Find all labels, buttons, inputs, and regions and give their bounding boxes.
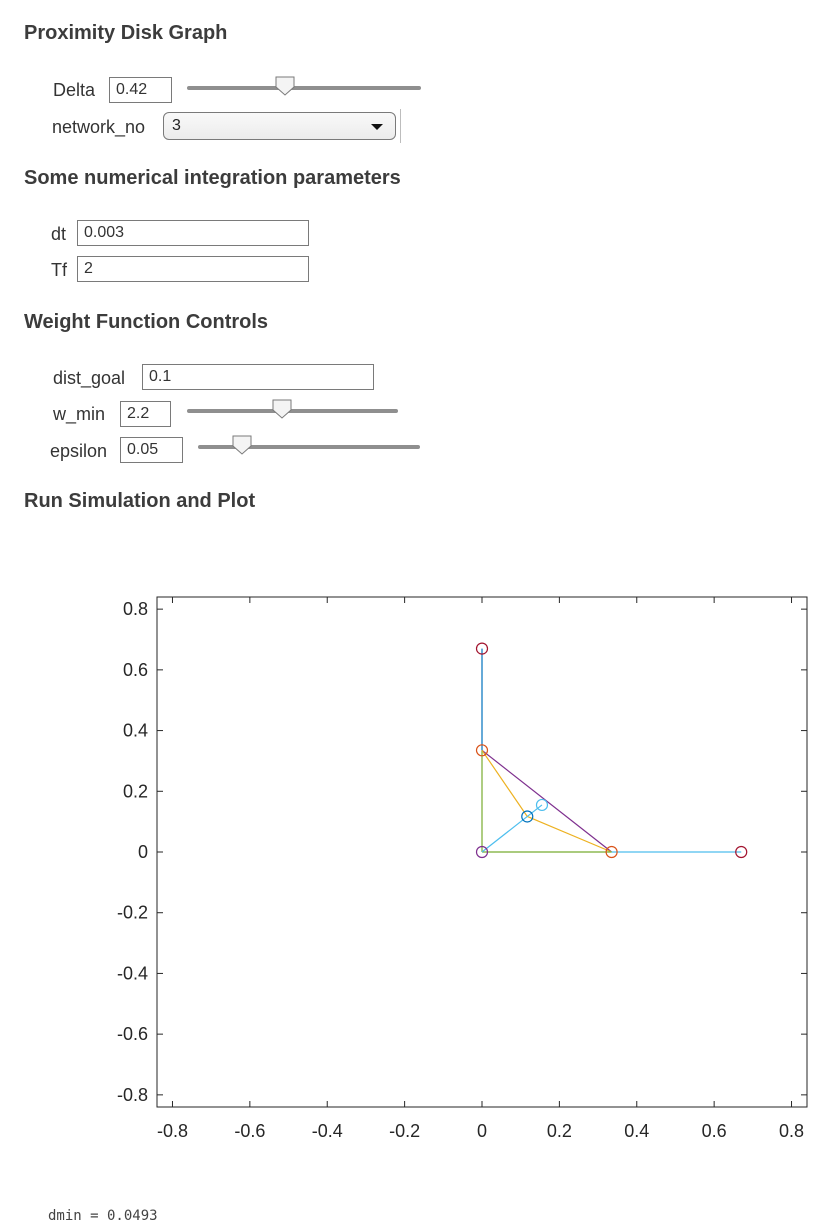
graph-node bbox=[535, 798, 549, 812]
dt-label: dt bbox=[51, 224, 67, 244]
graph-node bbox=[605, 845, 618, 859]
w-min-slider[interactable] bbox=[187, 399, 398, 423]
epsilon-slider-thumb-icon[interactable] bbox=[232, 435, 252, 455]
x-tick-label: -0.6 bbox=[234, 1121, 265, 1141]
graph-node bbox=[475, 642, 489, 655]
dist-goal-input[interactable] bbox=[142, 364, 374, 390]
section-title-proximity: Proximity Disk Graph bbox=[24, 22, 228, 44]
y-tick-label: 0.6 bbox=[123, 660, 148, 680]
x-tick-label: 0.2 bbox=[547, 1121, 572, 1141]
chevron-down-icon[interactable] bbox=[371, 124, 383, 130]
delta-slider[interactable] bbox=[187, 76, 421, 100]
epsilon-input[interactable] bbox=[120, 437, 183, 463]
x-tick-label: 0.8 bbox=[779, 1121, 804, 1141]
x-tick-label: -0.4 bbox=[312, 1121, 343, 1141]
graph-node bbox=[735, 845, 748, 859]
y-tick-label: 0.2 bbox=[123, 781, 148, 801]
y-tick-label: 0 bbox=[138, 842, 148, 862]
x-tick-label: -0.2 bbox=[389, 1121, 420, 1141]
x-tick-label: 0.6 bbox=[702, 1121, 727, 1141]
y-tick-label: -0.2 bbox=[117, 903, 148, 923]
network-no-selected: 3 bbox=[172, 117, 181, 134]
network-plot: -0.8 -0.6 -0.4 -0.2 0 0.2 0.4 0.6 0.8 -0.8 -0.6 -0.… bbox=[117, 596, 808, 1141]
y-tick-label: 0.4 bbox=[123, 721, 148, 741]
tf-label: Tf bbox=[51, 260, 67, 280]
tf-input[interactable] bbox=[77, 256, 309, 282]
delta-label: Delta bbox=[53, 80, 96, 100]
y-tick-label: -0.4 bbox=[117, 963, 148, 983]
graph-node bbox=[521, 810, 534, 823]
epsilon-slider-track[interactable] bbox=[198, 445, 420, 449]
dist-goal-label: dist_goal bbox=[53, 368, 126, 388]
graph-node bbox=[475, 845, 489, 859]
graph-edge bbox=[481, 749, 612, 853]
dt-input[interactable] bbox=[77, 220, 309, 246]
delta-slider-thumb-icon[interactable] bbox=[275, 76, 295, 96]
graph-node bbox=[475, 744, 489, 757]
graph-edge bbox=[527, 815, 612, 853]
graph-edge bbox=[481, 749, 528, 817]
section-title-run: Run Simulation and Plot bbox=[24, 490, 256, 512]
delta-input[interactable] bbox=[109, 77, 172, 103]
x-tick-label: 0.4 bbox=[624, 1121, 649, 1141]
y-tick-label: -0.8 bbox=[117, 1085, 148, 1105]
w-min-label: w_min bbox=[53, 404, 106, 424]
x-tick-label: -0.8 bbox=[157, 1121, 188, 1141]
delta-slider-track[interactable] bbox=[187, 86, 421, 90]
section-title-integration: Some numerical integration parameters bbox=[24, 167, 401, 189]
dropdown-divider bbox=[400, 109, 401, 143]
y-tick-label: -0.6 bbox=[117, 1024, 148, 1044]
w-min-slider-thumb-icon[interactable] bbox=[272, 399, 292, 419]
network-no-dropdown[interactable]: 3 bbox=[163, 112, 396, 140]
network-no-label: network_no bbox=[52, 117, 146, 137]
dmin-output: dmin = 0.0493 bbox=[48, 1208, 158, 1224]
section-title-weight: Weight Function Controls bbox=[24, 311, 269, 333]
y-tick-label: 0.8 bbox=[123, 599, 148, 619]
epsilon-slider[interactable] bbox=[198, 435, 420, 459]
x-tick-label: 0 bbox=[477, 1121, 487, 1141]
w-min-input[interactable] bbox=[120, 401, 171, 427]
w-min-slider-track[interactable] bbox=[187, 409, 398, 413]
epsilon-label: epsilon bbox=[50, 441, 108, 461]
